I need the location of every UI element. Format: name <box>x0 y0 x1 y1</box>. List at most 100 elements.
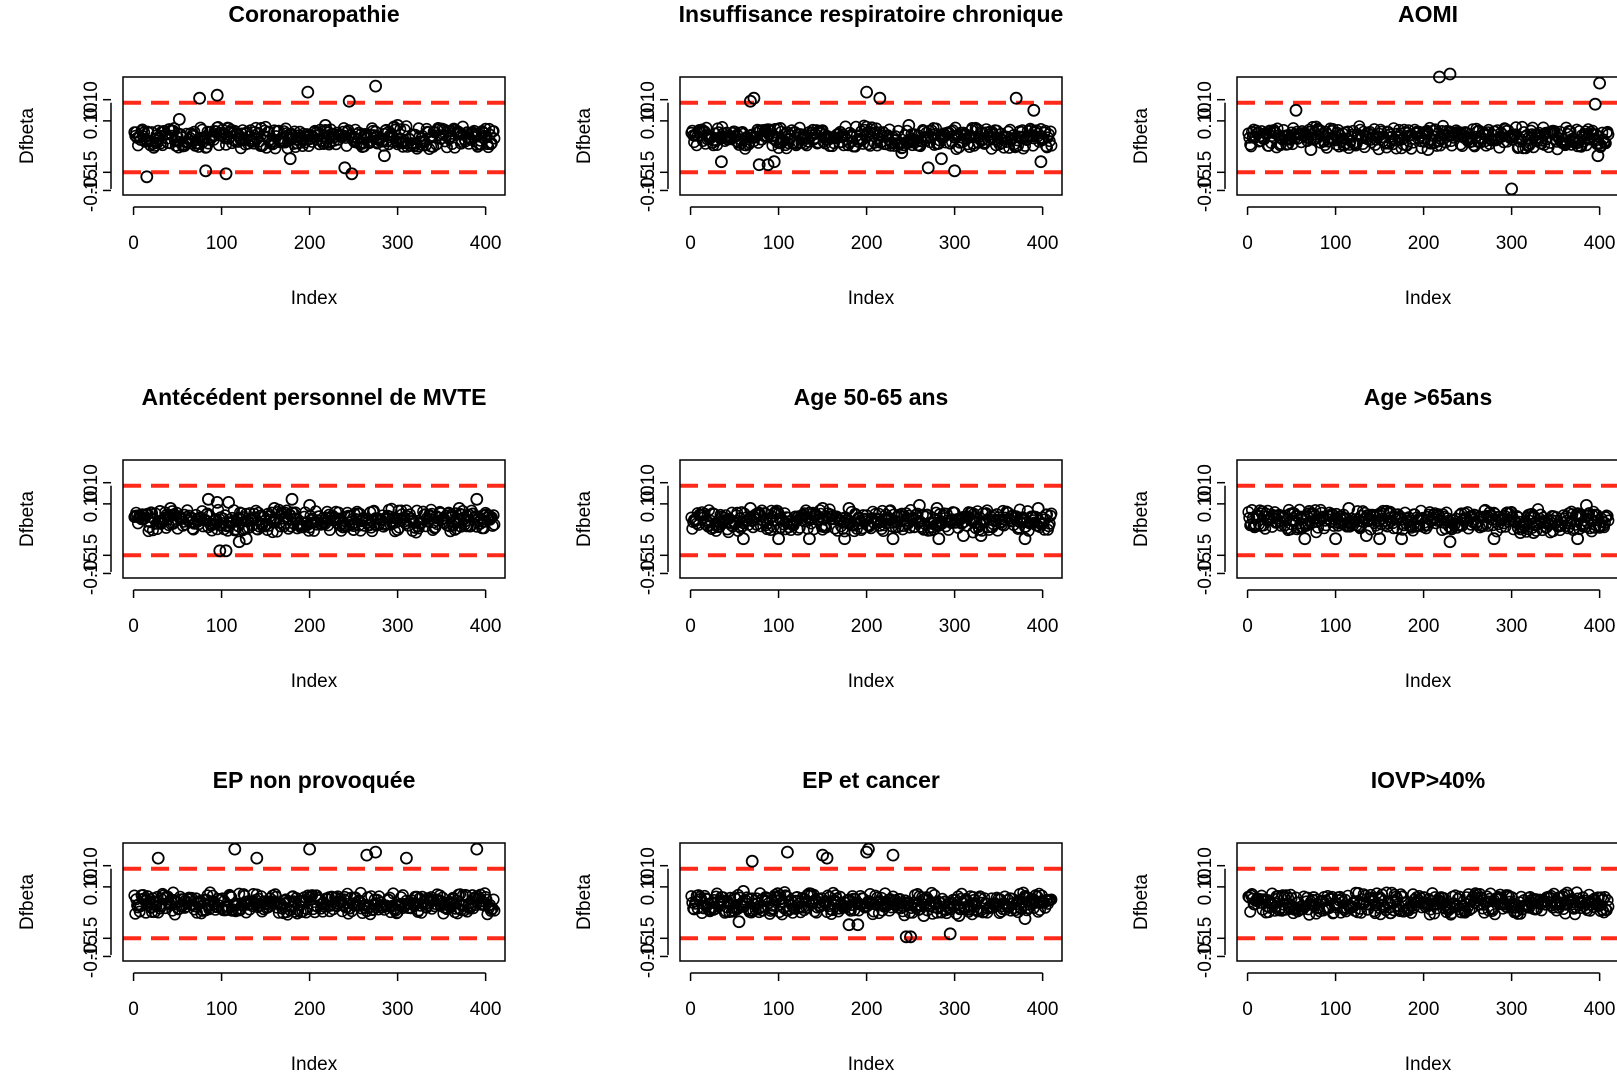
y-tick-label: -0.15 <box>81 151 102 194</box>
points-band <box>685 886 1058 922</box>
x-tick-label: 400 <box>1584 616 1616 637</box>
panel-5: Age 50-65 ans 0 100 200 300 400 Index 0.100.10 -… <box>574 384 1063 692</box>
y-tick-label: 0.10 <box>1195 102 1216 139</box>
y-tick-label: 0.10 <box>81 102 102 139</box>
outlier-point <box>761 158 775 172</box>
data-point <box>925 886 938 899</box>
y-tick-label: -0.15 <box>1195 169 1216 212</box>
y-axis-label: Dfbeta <box>1131 108 1152 164</box>
outlier-point <box>1009 91 1023 105</box>
y-axis-label: Dfbeta <box>574 491 595 547</box>
outlier-point <box>164 501 177 515</box>
y-tick-label: -0.15 <box>1195 917 1216 960</box>
points-band <box>128 502 501 539</box>
data-point <box>1510 509 1523 522</box>
x-tick-label: 400 <box>1027 233 1059 254</box>
outlier-point <box>930 501 944 515</box>
y-tick-label: -0.15 <box>81 552 102 595</box>
y-tick-label: 0.10 <box>1195 847 1216 884</box>
outlier-point <box>1421 143 1435 157</box>
x-tick-label: 200 <box>294 999 326 1020</box>
data-point <box>1564 125 1577 138</box>
outlier-point <box>772 532 785 546</box>
x-tick-label: 300 <box>382 999 414 1020</box>
outlier-point <box>1027 103 1041 117</box>
panel-title: Insuffisance respiratoire chronique <box>679 1 1064 27</box>
panel-title: EP non provoquée <box>213 767 416 793</box>
outlier-point <box>285 492 299 506</box>
data-point <box>945 513 958 526</box>
y-tick-label: 0.10 <box>638 464 659 501</box>
panel-title: Coronaropathie <box>228 1 399 27</box>
outlier-point <box>886 848 900 862</box>
x-axis: 0 100 200 300 400 <box>1242 972 1615 1020</box>
x-tick-label: 400 <box>470 999 502 1020</box>
data-point <box>133 905 146 918</box>
y-axis-label: Dfbeta <box>1131 491 1152 547</box>
outlier-point <box>1289 103 1303 117</box>
points-band <box>1242 503 1615 539</box>
outlier-point <box>201 492 215 506</box>
x-tick-label: 0 <box>128 233 139 254</box>
x-tick-label: 300 <box>382 233 414 254</box>
y-axis: 0.100.10 -0.15-0.15 <box>81 464 112 595</box>
data-point <box>1423 121 1436 134</box>
y-tick-label: -0.15 <box>638 917 659 960</box>
outlier-point <box>151 851 165 865</box>
x-tick-label: 200 <box>1408 233 1440 254</box>
outlier-point <box>355 140 369 154</box>
outlier-point <box>199 164 213 178</box>
y-tick-label: -0.15 <box>638 935 659 978</box>
y-axis-label: Dfbeta <box>574 874 595 930</box>
x-tick-label: 0 <box>128 999 139 1020</box>
outlier-point <box>952 909 966 922</box>
data-point <box>334 519 347 532</box>
y-tick-label: -0.15 <box>638 534 659 577</box>
x-tick-label: 300 <box>1496 999 1528 1020</box>
outlier-point <box>1373 532 1386 546</box>
panel-title: AOMI <box>1398 1 1458 27</box>
x-tick-label: 200 <box>851 999 883 1020</box>
points-band <box>685 119 1058 156</box>
outlier-point <box>781 845 794 859</box>
outlier-point <box>1031 501 1045 515</box>
data-point <box>477 522 490 535</box>
outlier-point <box>904 930 917 944</box>
outlier-point <box>1434 891 1448 904</box>
data-point <box>486 902 499 915</box>
outlier-point <box>1553 891 1567 904</box>
outlier-point <box>347 523 361 536</box>
x-tick-label: 300 <box>1496 616 1528 637</box>
outlier-point <box>222 495 236 509</box>
y-tick-label: 0.10 <box>81 485 102 522</box>
x-tick-label: 200 <box>851 233 883 254</box>
x-axis: 0 100 200 300 400 <box>1242 589 1616 637</box>
outlier-point <box>1591 149 1605 163</box>
outlier-point <box>391 119 405 132</box>
outlier-point <box>737 532 750 546</box>
x-axis: 0 100 200 300 400 <box>128 206 501 254</box>
data-point <box>1018 139 1031 152</box>
outlier-point <box>886 532 900 546</box>
outlier-point <box>816 501 829 515</box>
data-point <box>1044 125 1057 138</box>
y-tick-label: 0.10 <box>638 485 659 522</box>
outlier-point <box>744 94 757 108</box>
outlier-point <box>301 85 315 99</box>
outlier-point <box>1443 67 1457 81</box>
outlier-point <box>767 155 781 169</box>
data-point <box>488 132 501 145</box>
outlier-point <box>399 851 413 865</box>
data-point <box>1312 521 1325 534</box>
x-tick-label: 300 <box>939 616 971 637</box>
data-point <box>487 125 500 138</box>
outlier-point <box>917 909 931 922</box>
y-tick-label: -0.15 <box>81 169 102 212</box>
data-point <box>1488 908 1501 921</box>
y-tick-label: 0.10 <box>81 464 102 501</box>
outlier-point <box>1514 526 1527 539</box>
plot-frame <box>122 459 506 579</box>
points-band <box>1242 886 1615 921</box>
y-tick-label: -0.15 <box>1195 552 1216 595</box>
outlier-point <box>1505 182 1518 196</box>
